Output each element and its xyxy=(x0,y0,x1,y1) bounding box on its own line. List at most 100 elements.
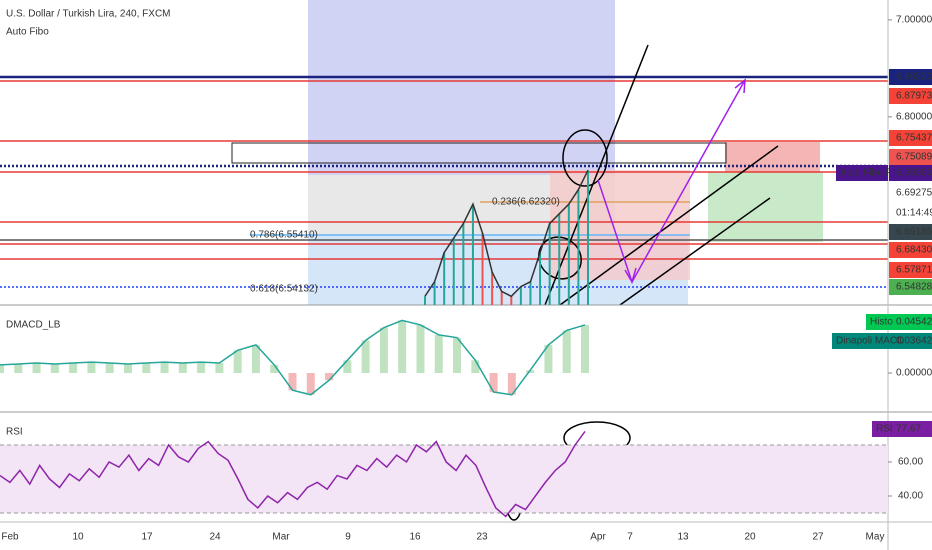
price-tag-label: 6.75437 xyxy=(896,133,932,144)
histogram-bar xyxy=(471,360,480,374)
indicator-tag-name: Dinapoli MACD xyxy=(836,336,904,347)
indicator-tag-name: Histo xyxy=(870,317,893,328)
x-tick-label: 27 xyxy=(812,532,824,543)
price-tag-label: 6.68430 xyxy=(896,245,932,256)
price-tag xyxy=(889,130,932,146)
plot-label-bg xyxy=(836,165,888,181)
arrow-head xyxy=(624,267,637,284)
price-tag xyxy=(889,279,932,295)
y-tick-label: 60.00 xyxy=(898,457,923,468)
histogram-bar xyxy=(14,363,23,374)
histogram-bar xyxy=(306,373,315,395)
y-tick-label: 40.00 xyxy=(898,491,923,502)
histogram-bar xyxy=(50,363,59,374)
trend-line xyxy=(544,44,649,306)
histogram-bar xyxy=(361,340,370,374)
price-tag-label: 6.75089 xyxy=(896,152,932,163)
histogram-bar xyxy=(434,334,443,374)
price-tag xyxy=(889,165,932,181)
trend-line xyxy=(559,145,779,306)
histogram-bar xyxy=(32,363,41,374)
rsi-band xyxy=(0,444,888,513)
price-tag-label: 6.57871 xyxy=(896,265,932,276)
close-line xyxy=(424,169,589,298)
histogram-bar xyxy=(453,337,462,374)
histogram-bar xyxy=(270,364,279,374)
histogram-bar xyxy=(0,364,4,374)
price-tag-label: 6.88223 xyxy=(896,72,932,83)
x-tick-label: 23 xyxy=(476,532,488,543)
symbol-title: U.S. Dollar / Turkish Lira, 240, FXCM xyxy=(6,9,171,20)
y-tick-label: 7.00000 xyxy=(896,15,932,26)
plot-label: Auto Fibo Plus xyxy=(840,168,905,179)
x-tick-label: Feb xyxy=(1,532,19,543)
x-tick-label: 24 xyxy=(209,532,221,543)
indicator-tag-name: RSI xyxy=(876,424,893,435)
fib-label: 0.236(6.62320) xyxy=(492,197,560,208)
profit-zone xyxy=(708,172,823,242)
x-tick-label: 7 xyxy=(627,532,633,543)
histogram-bar xyxy=(379,327,388,374)
histogram-bar xyxy=(215,363,224,374)
ellipse xyxy=(562,129,608,187)
x-tick-label: 16 xyxy=(409,532,421,543)
levels xyxy=(0,75,888,288)
histogram-bar xyxy=(581,324,589,374)
histogram-bar xyxy=(123,363,132,374)
price-tag xyxy=(889,224,932,240)
x-tick-label: 20 xyxy=(744,532,756,543)
histogram-bar xyxy=(69,363,78,374)
histogram-bar xyxy=(87,362,96,374)
x-tick-label: 9 xyxy=(345,532,351,543)
x-tick-label: 13 xyxy=(677,532,689,543)
fib-label: 0.618(6.54132) xyxy=(250,284,318,295)
histogram-bar xyxy=(526,370,535,374)
histogram-bar xyxy=(178,363,187,374)
histogram-bar xyxy=(398,320,407,374)
indicator-tag xyxy=(832,333,932,349)
loss-zone xyxy=(725,142,820,172)
trend-line xyxy=(619,197,771,306)
histogram-bar xyxy=(325,373,334,381)
histogram-bar xyxy=(160,362,169,374)
price-tag xyxy=(889,262,932,278)
x-tick-label: Mar xyxy=(272,532,290,543)
histogram-bar xyxy=(343,360,352,374)
price-tag-label: 6.54828 xyxy=(896,282,932,293)
indicator-tag-value: 77.67 xyxy=(896,424,921,435)
price-tag-label: 01:14:49 xyxy=(896,208,932,219)
indicator-tag xyxy=(872,421,932,437)
x-tick-label: 17 xyxy=(141,532,153,543)
price-tag xyxy=(889,242,932,258)
price-tag-label: 6.69185 xyxy=(896,227,932,238)
price-tag xyxy=(889,185,932,201)
price-tag xyxy=(889,88,932,104)
y-tick-label: 0.00000 xyxy=(896,368,932,379)
x-tick-label: May xyxy=(866,532,885,543)
price-tag xyxy=(889,205,932,221)
price-tag-label: 6.69275 xyxy=(896,188,932,199)
macd-title: DMACD_LB xyxy=(6,320,61,331)
indicator-tag-value: 0.03642 xyxy=(896,336,932,347)
histogram-bar xyxy=(142,363,151,374)
rsi-title: RSI xyxy=(6,427,23,438)
x-tick-label: 10 xyxy=(72,532,84,543)
price-tag-label: 6.69383 xyxy=(896,168,932,179)
macd-line xyxy=(0,319,586,396)
indicator-title: Auto Fibo xyxy=(6,27,49,38)
histogram-bar xyxy=(251,344,260,374)
price-tag xyxy=(889,149,932,165)
histogram-bar xyxy=(105,363,114,374)
histogram-bar xyxy=(197,362,206,374)
indicator-tag xyxy=(866,314,932,330)
histogram-bar xyxy=(489,373,498,393)
indicator-tag-value: 0.04542 xyxy=(896,317,932,328)
rsi-line xyxy=(0,430,586,518)
histogram-bar xyxy=(507,373,516,395)
histogram-bar xyxy=(233,350,242,374)
histogram-bar xyxy=(562,330,571,374)
drawings xyxy=(505,44,779,521)
histogram-bar xyxy=(416,324,425,374)
y-tick-label: 6.80000 xyxy=(896,112,932,123)
